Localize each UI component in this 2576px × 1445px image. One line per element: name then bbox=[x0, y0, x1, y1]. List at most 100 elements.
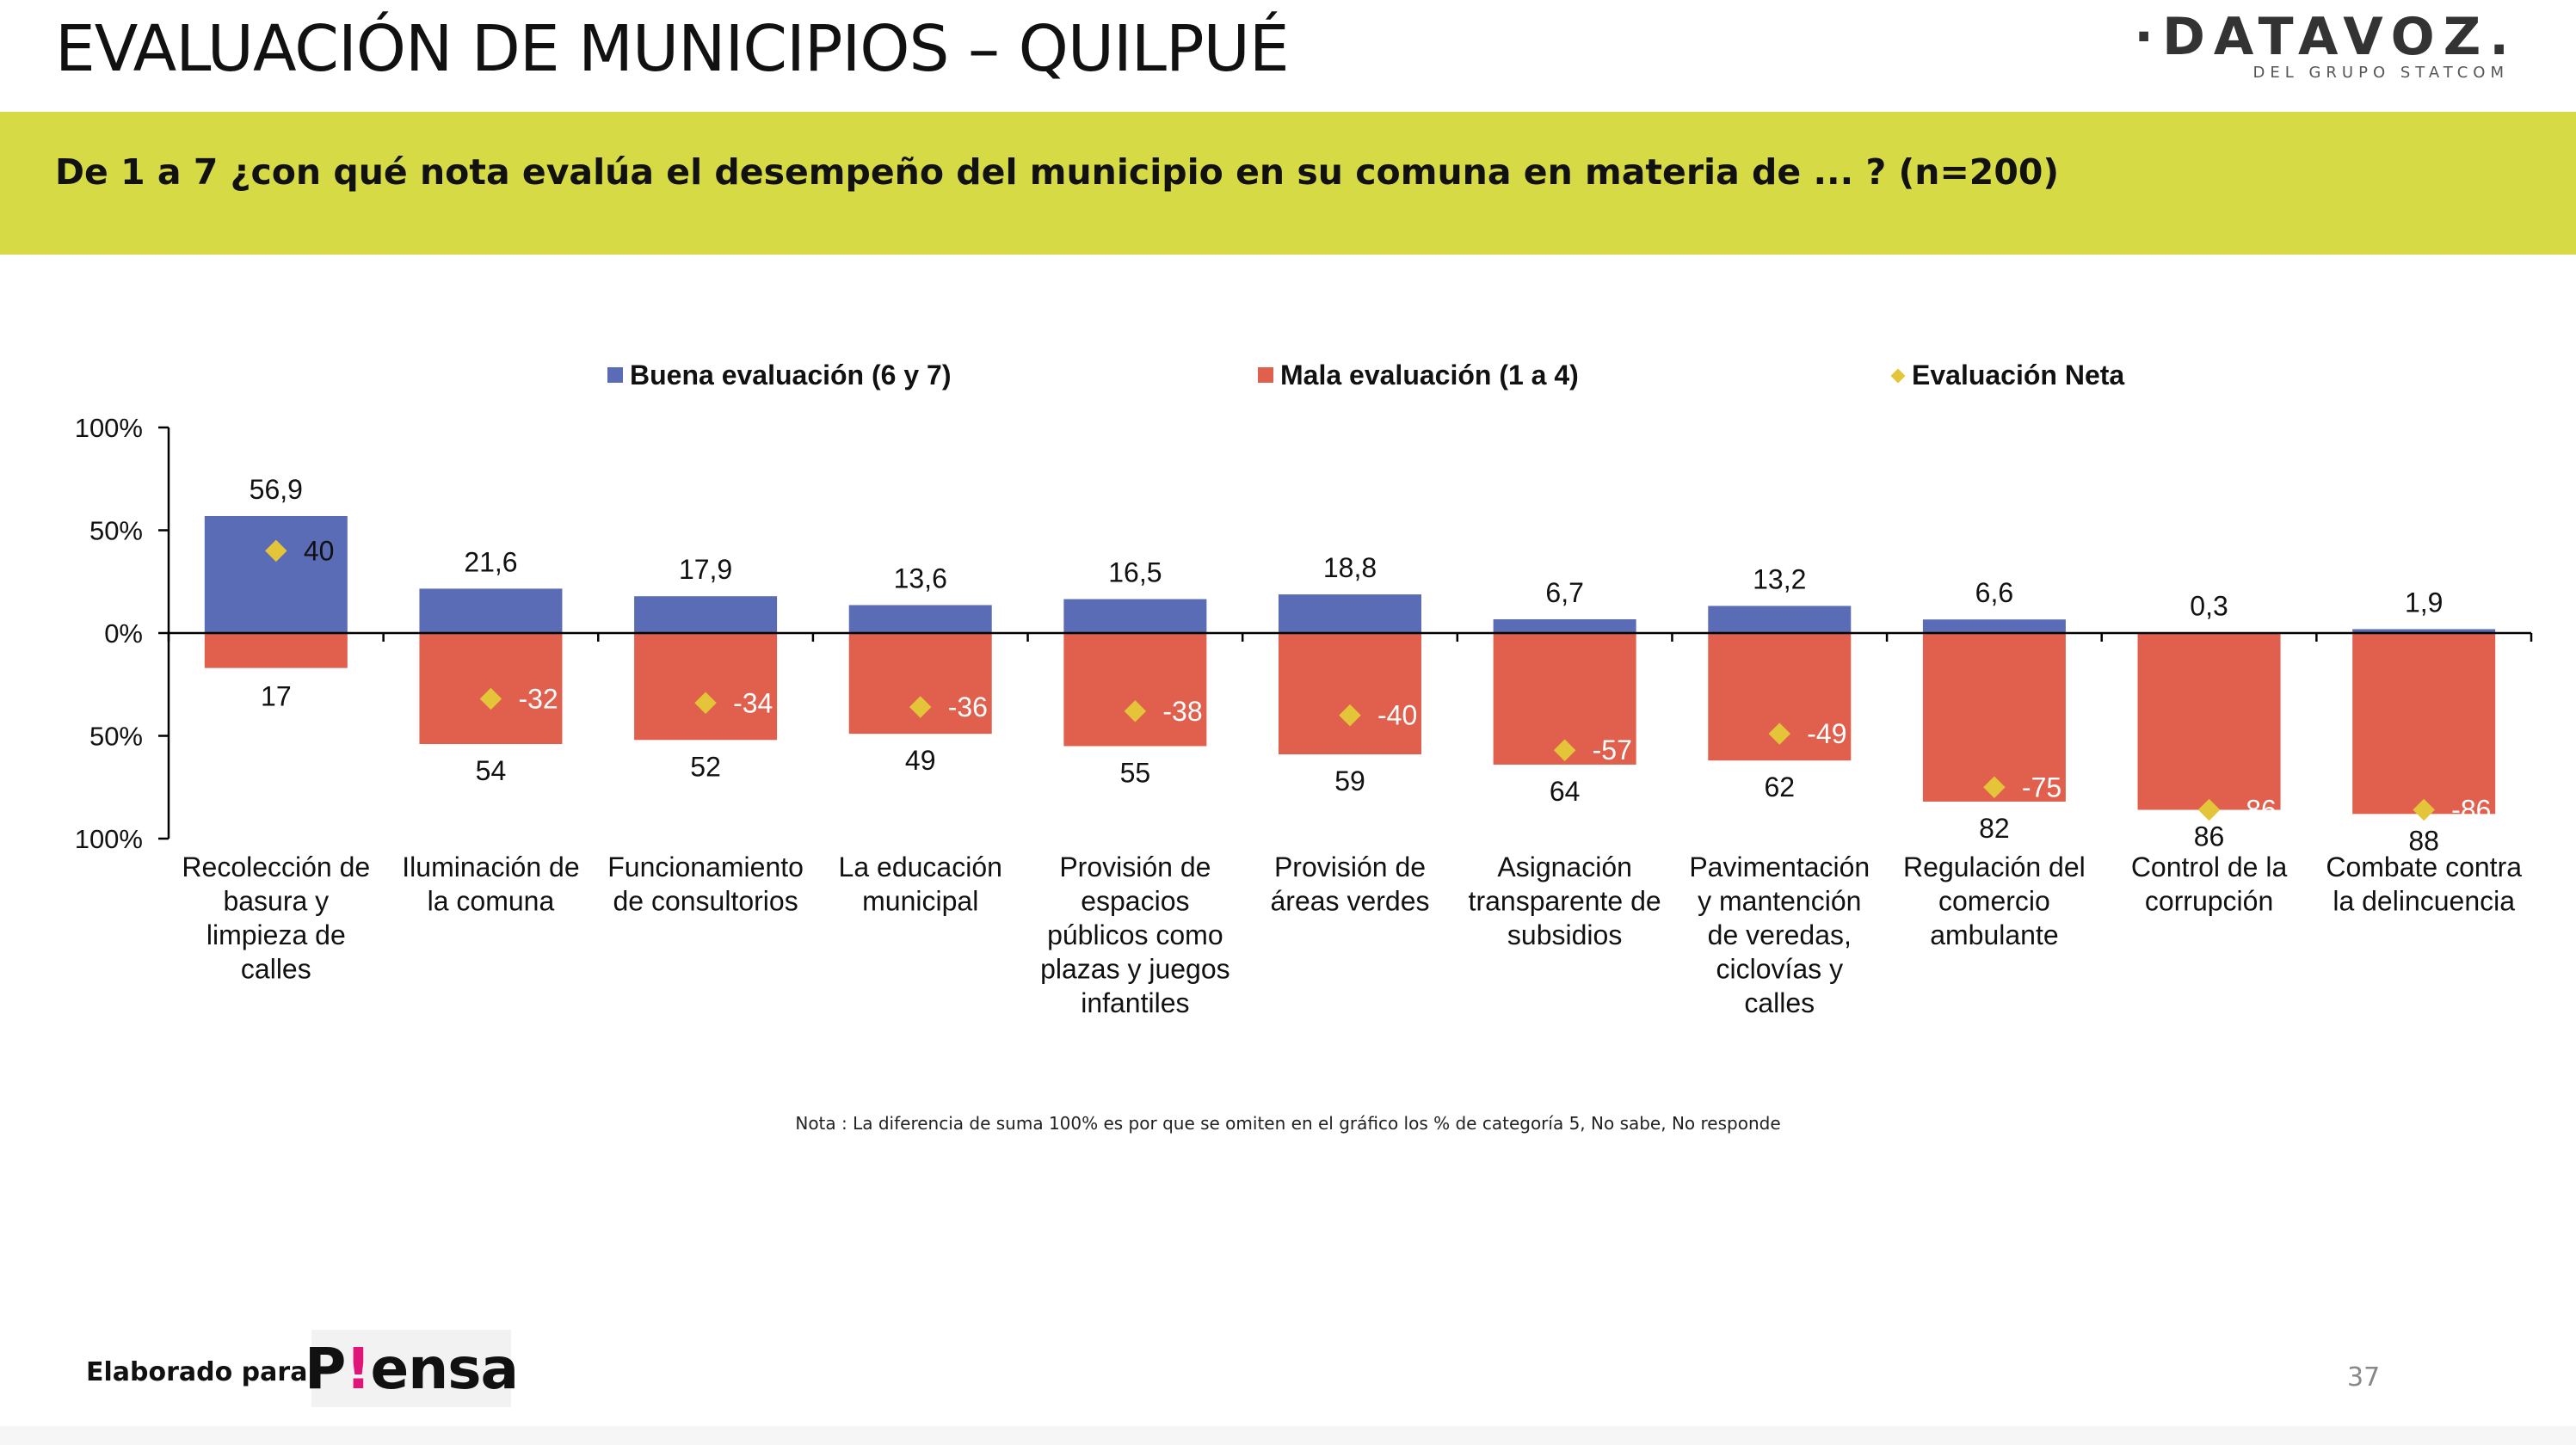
y-tick-label: 0% bbox=[104, 618, 143, 649]
data-label-good: 1,9 bbox=[2405, 587, 2443, 618]
legend-label-1: Mala evaluación (1 a 4) bbox=[1280, 360, 1579, 390]
data-label-bad: 49 bbox=[905, 745, 936, 776]
x-category-label: limpieza de bbox=[206, 919, 346, 950]
x-category-label: la comuna bbox=[428, 886, 555, 917]
bar-good bbox=[419, 588, 563, 633]
x-category-label: subsidios bbox=[1507, 919, 1622, 950]
x-category-label: corrupción bbox=[2145, 886, 2273, 917]
bottom-strip bbox=[0, 1426, 2576, 1445]
data-label-bad: 64 bbox=[1550, 776, 1581, 807]
x-category-label: Pavimentación bbox=[1689, 852, 1870, 882]
data-label-bad: 62 bbox=[1764, 772, 1795, 802]
x-category-label: la delincuencia bbox=[2333, 886, 2515, 917]
data-label-net: 40 bbox=[304, 535, 335, 566]
y-tick-label: 50% bbox=[89, 722, 143, 752]
bar-bad bbox=[634, 633, 778, 741]
x-category-label: ciclovías y bbox=[1716, 954, 1843, 985]
net-marker bbox=[479, 687, 502, 710]
legend-swatch-good bbox=[607, 367, 623, 383]
data-label-bad: 59 bbox=[1334, 766, 1365, 796]
data-label-net: -36 bbox=[948, 692, 988, 722]
x-category-label: de veredas, bbox=[1708, 919, 1852, 950]
data-label-net: -32 bbox=[518, 683, 558, 714]
x-category-label: Funcionamiento bbox=[607, 852, 804, 882]
x-category-label: transparente de bbox=[1469, 886, 1661, 917]
x-category-label: Iluminación de bbox=[402, 852, 579, 882]
legend-swatch-net bbox=[1890, 368, 1906, 384]
y-tick-label: 50% bbox=[89, 516, 143, 546]
data-label-net: -86 bbox=[2451, 795, 2491, 826]
y-tick-label: 100% bbox=[75, 824, 143, 854]
slide-title: EVALUACIÓN DE MUNICIPIOS – QUILPUÉ bbox=[55, 12, 1290, 86]
bar-good bbox=[204, 516, 348, 633]
data-label-bad: 55 bbox=[1120, 757, 1151, 788]
x-category-label: Control de la bbox=[2131, 852, 2288, 882]
x-category-label: basura y bbox=[223, 886, 329, 917]
x-category-label: Combate contra bbox=[2326, 852, 2522, 882]
net-marker bbox=[265, 539, 287, 563]
x-category-label: municipal bbox=[862, 886, 978, 917]
y-tick-label: 100% bbox=[75, 413, 143, 443]
data-label-net: -34 bbox=[733, 687, 773, 718]
bar-good bbox=[2352, 629, 2496, 633]
x-category-label: áreas verdes bbox=[1271, 886, 1430, 917]
bar-good bbox=[848, 605, 992, 633]
x-category-label: espacios bbox=[1081, 886, 1189, 917]
datavoz-logo: ·DATAVOZ. DEL GRUPO STATCOM bbox=[2134, 7, 2517, 82]
bar-good bbox=[1708, 606, 1852, 633]
logo-text: ·DATAVOZ. bbox=[2134, 7, 2517, 67]
data-label-bad: 88 bbox=[2408, 825, 2439, 856]
x-category-label: plazas y juegos bbox=[1040, 954, 1230, 985]
legend-swatch-bad bbox=[1258, 367, 1273, 383]
data-label-net: -86 bbox=[2237, 795, 2277, 826]
data-label-bad: 82 bbox=[1979, 813, 2010, 844]
x-category-label: Recolección de bbox=[182, 852, 370, 882]
data-label-bad: 86 bbox=[2194, 821, 2225, 852]
x-category-label: ambulante bbox=[1930, 919, 2058, 950]
data-label-good: 16,5 bbox=[1108, 557, 1162, 588]
data-label-net: -75 bbox=[2022, 772, 2061, 802]
data-label-net: -38 bbox=[1162, 696, 1202, 727]
question-band: De 1 a 7 ¿con qué nota evalúa el desempe… bbox=[0, 112, 2576, 255]
data-label-net: -40 bbox=[1377, 700, 1417, 731]
data-label-good: 6,7 bbox=[1545, 577, 1583, 608]
x-category-label: Asignación bbox=[1497, 852, 1632, 882]
x-category-label: públicos como bbox=[1047, 919, 1223, 950]
x-category-label: de consultorios bbox=[613, 886, 798, 917]
data-label-bad: 54 bbox=[476, 755, 507, 786]
evaluation-chart: Buena evaluación (6 y 7) Mala evaluación … bbox=[75, 360, 2533, 1018]
x-category-label: y mantención bbox=[1698, 886, 1861, 917]
x-category-label: infantiles bbox=[1081, 987, 1189, 1018]
net-marker bbox=[694, 692, 717, 714]
logo-subtitle: DEL GRUPO STATCOM bbox=[2252, 64, 2509, 82]
page-number: 37 bbox=[2347, 1362, 2381, 1393]
data-label-good: 18,8 bbox=[1323, 552, 1377, 583]
bar-bad bbox=[1063, 633, 1207, 747]
data-label-good: 13,2 bbox=[1753, 563, 1806, 594]
legend-label-0: Buena evaluación (6 y 7) bbox=[630, 360, 951, 390]
x-category-label: Provisión de bbox=[1274, 852, 1426, 882]
bar-bad bbox=[1922, 633, 2066, 802]
x-category-label: Provisión de bbox=[1059, 852, 1211, 882]
client-logo: P! ensa bbox=[305, 1330, 519, 1407]
x-category-label: La educación bbox=[839, 852, 1002, 882]
data-label-good: 6,6 bbox=[1975, 577, 2013, 608]
bar-good bbox=[1493, 618, 1636, 633]
bar-bad bbox=[2137, 633, 2281, 810]
data-label-good: 13,6 bbox=[894, 563, 947, 593]
bar-good bbox=[1279, 594, 1421, 633]
x-category-label: calles bbox=[241, 954, 311, 985]
data-label-net: -49 bbox=[1807, 718, 1846, 749]
chart-note: Nota : La diferencia de suma 100% es por… bbox=[795, 1113, 1781, 1134]
data-label-good: 56,9 bbox=[250, 474, 303, 505]
data-label-good: 17,9 bbox=[679, 554, 732, 585]
data-label-net: -57 bbox=[1593, 735, 1632, 766]
legend-label-2: Evaluación Neta bbox=[1912, 360, 2124, 390]
footer-label: Elaborado para: bbox=[86, 1357, 318, 1387]
bar-bad bbox=[2352, 633, 2496, 815]
bar-bad bbox=[1279, 633, 1421, 755]
x-category-label: calles bbox=[1744, 987, 1815, 1018]
bar-good bbox=[1922, 619, 2066, 633]
data-label-good: 21,6 bbox=[464, 546, 517, 577]
data-label-good: 0,3 bbox=[2190, 590, 2228, 621]
